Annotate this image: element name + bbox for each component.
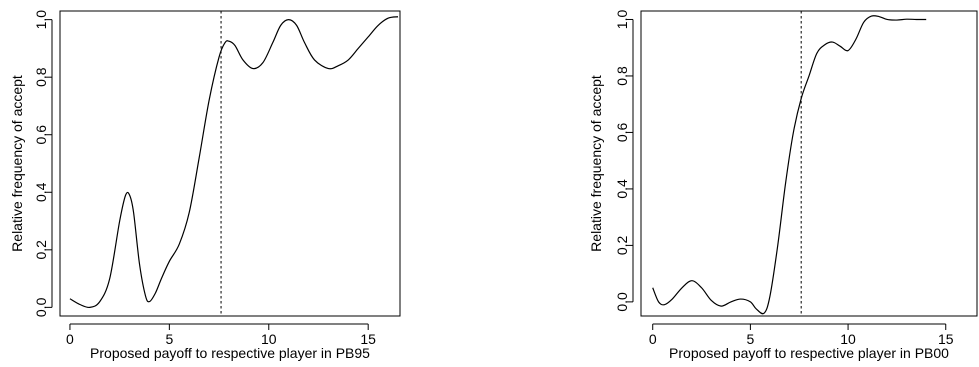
x-tick-label: 15: [938, 331, 954, 347]
series-line: [652, 15, 927, 315]
y-tick-label: 0.2: [33, 240, 49, 260]
x-tick-label: 10: [840, 331, 856, 347]
y-tick-label: 0.4: [33, 182, 49, 202]
chart-left: 0 5 10 15 0.0 0.2 0.4 0.6 0.8 1.0 Proposed payoff …: [9, 10, 401, 361]
y-tick-label: 0.6: [614, 122, 630, 142]
x-tick-label: 5: [746, 331, 754, 347]
y-tick-label: 0.0: [614, 292, 630, 312]
x-tick-label: 0: [649, 331, 657, 347]
y-tick-label: 1.0: [614, 10, 630, 30]
chart-right: 0 5 10 15 0.0 0.2 0.4 0.6 0.8 1.0 Proposed payoff …: [588, 10, 978, 361]
y-tick-label: 0.6: [33, 125, 49, 145]
y-tick-label: 0.0: [33, 297, 49, 317]
x-tick-label: 0: [66, 331, 74, 347]
y-tick-label: 0.8: [614, 66, 630, 86]
y-axis-title: Relative frequency of accept: [9, 75, 25, 252]
x-axis-title: Proposed payoff to respective player in …: [90, 345, 370, 361]
x-tick-label: 5: [165, 331, 173, 347]
series-line: [69, 16, 399, 309]
y-axis-title: Relative frequency of accept: [588, 75, 604, 252]
plot-frame: [59, 10, 401, 317]
y-tick-label: 0.2: [614, 235, 630, 255]
plot-frame: [640, 10, 978, 317]
y-tick-label: 0.8: [33, 67, 49, 87]
x-tick-label: 10: [261, 331, 277, 347]
x-axis-title: Proposed payoff to respective player in …: [669, 345, 949, 361]
x-tick-label: 15: [360, 331, 376, 347]
y-tick-label: 1.0: [33, 10, 49, 30]
y-tick-label: 0.4: [614, 179, 630, 199]
